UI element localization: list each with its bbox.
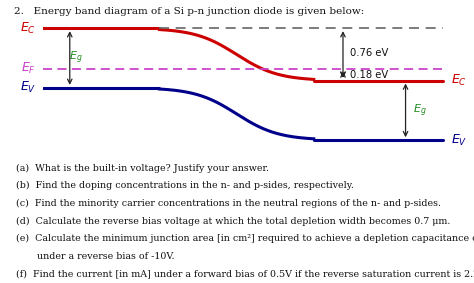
Text: $E_V$: $E_V$ [20, 80, 36, 95]
Text: $E_C$: $E_C$ [20, 21, 36, 36]
Text: (e)  Calculate the minimum junction area [in cm²] required to achieve a depletio: (e) Calculate the minimum junction area … [17, 234, 474, 243]
Text: 0.76 eV: 0.76 eV [350, 48, 389, 58]
Text: (a)  What is the built-in voltage? Justify your answer.: (a) What is the built-in voltage? Justif… [17, 164, 270, 173]
Text: $E_V$: $E_V$ [451, 132, 468, 148]
Text: $E_C$: $E_C$ [451, 73, 467, 88]
Text: $E_g$: $E_g$ [413, 102, 427, 119]
Text: $E_F$: $E_F$ [21, 61, 36, 76]
Text: 0.18 eV: 0.18 eV [350, 70, 389, 80]
Text: (b)  Find the doping concentrations in the n- and p-sides, respectively.: (b) Find the doping concentrations in th… [17, 181, 355, 190]
Text: (d)  Calculate the reverse bias voltage at which the total depletion width becom: (d) Calculate the reverse bias voltage a… [17, 216, 451, 226]
Text: (f)  Find the current [in mA] under a forward bias of 0.5V if the reverse satura: (f) Find the current [in mA] under a for… [17, 269, 474, 278]
Text: 2.   Energy band diagram of a Si p-n junction diode is given below:: 2. Energy band diagram of a Si p-n junct… [14, 7, 365, 16]
Text: under a reverse bias of -10V.: under a reverse bias of -10V. [17, 252, 175, 261]
Text: (c)  Find the minority carrier concentrations in the neutral regions of the n- a: (c) Find the minority carrier concentrat… [17, 199, 441, 208]
Text: $E_g$: $E_g$ [69, 50, 83, 66]
